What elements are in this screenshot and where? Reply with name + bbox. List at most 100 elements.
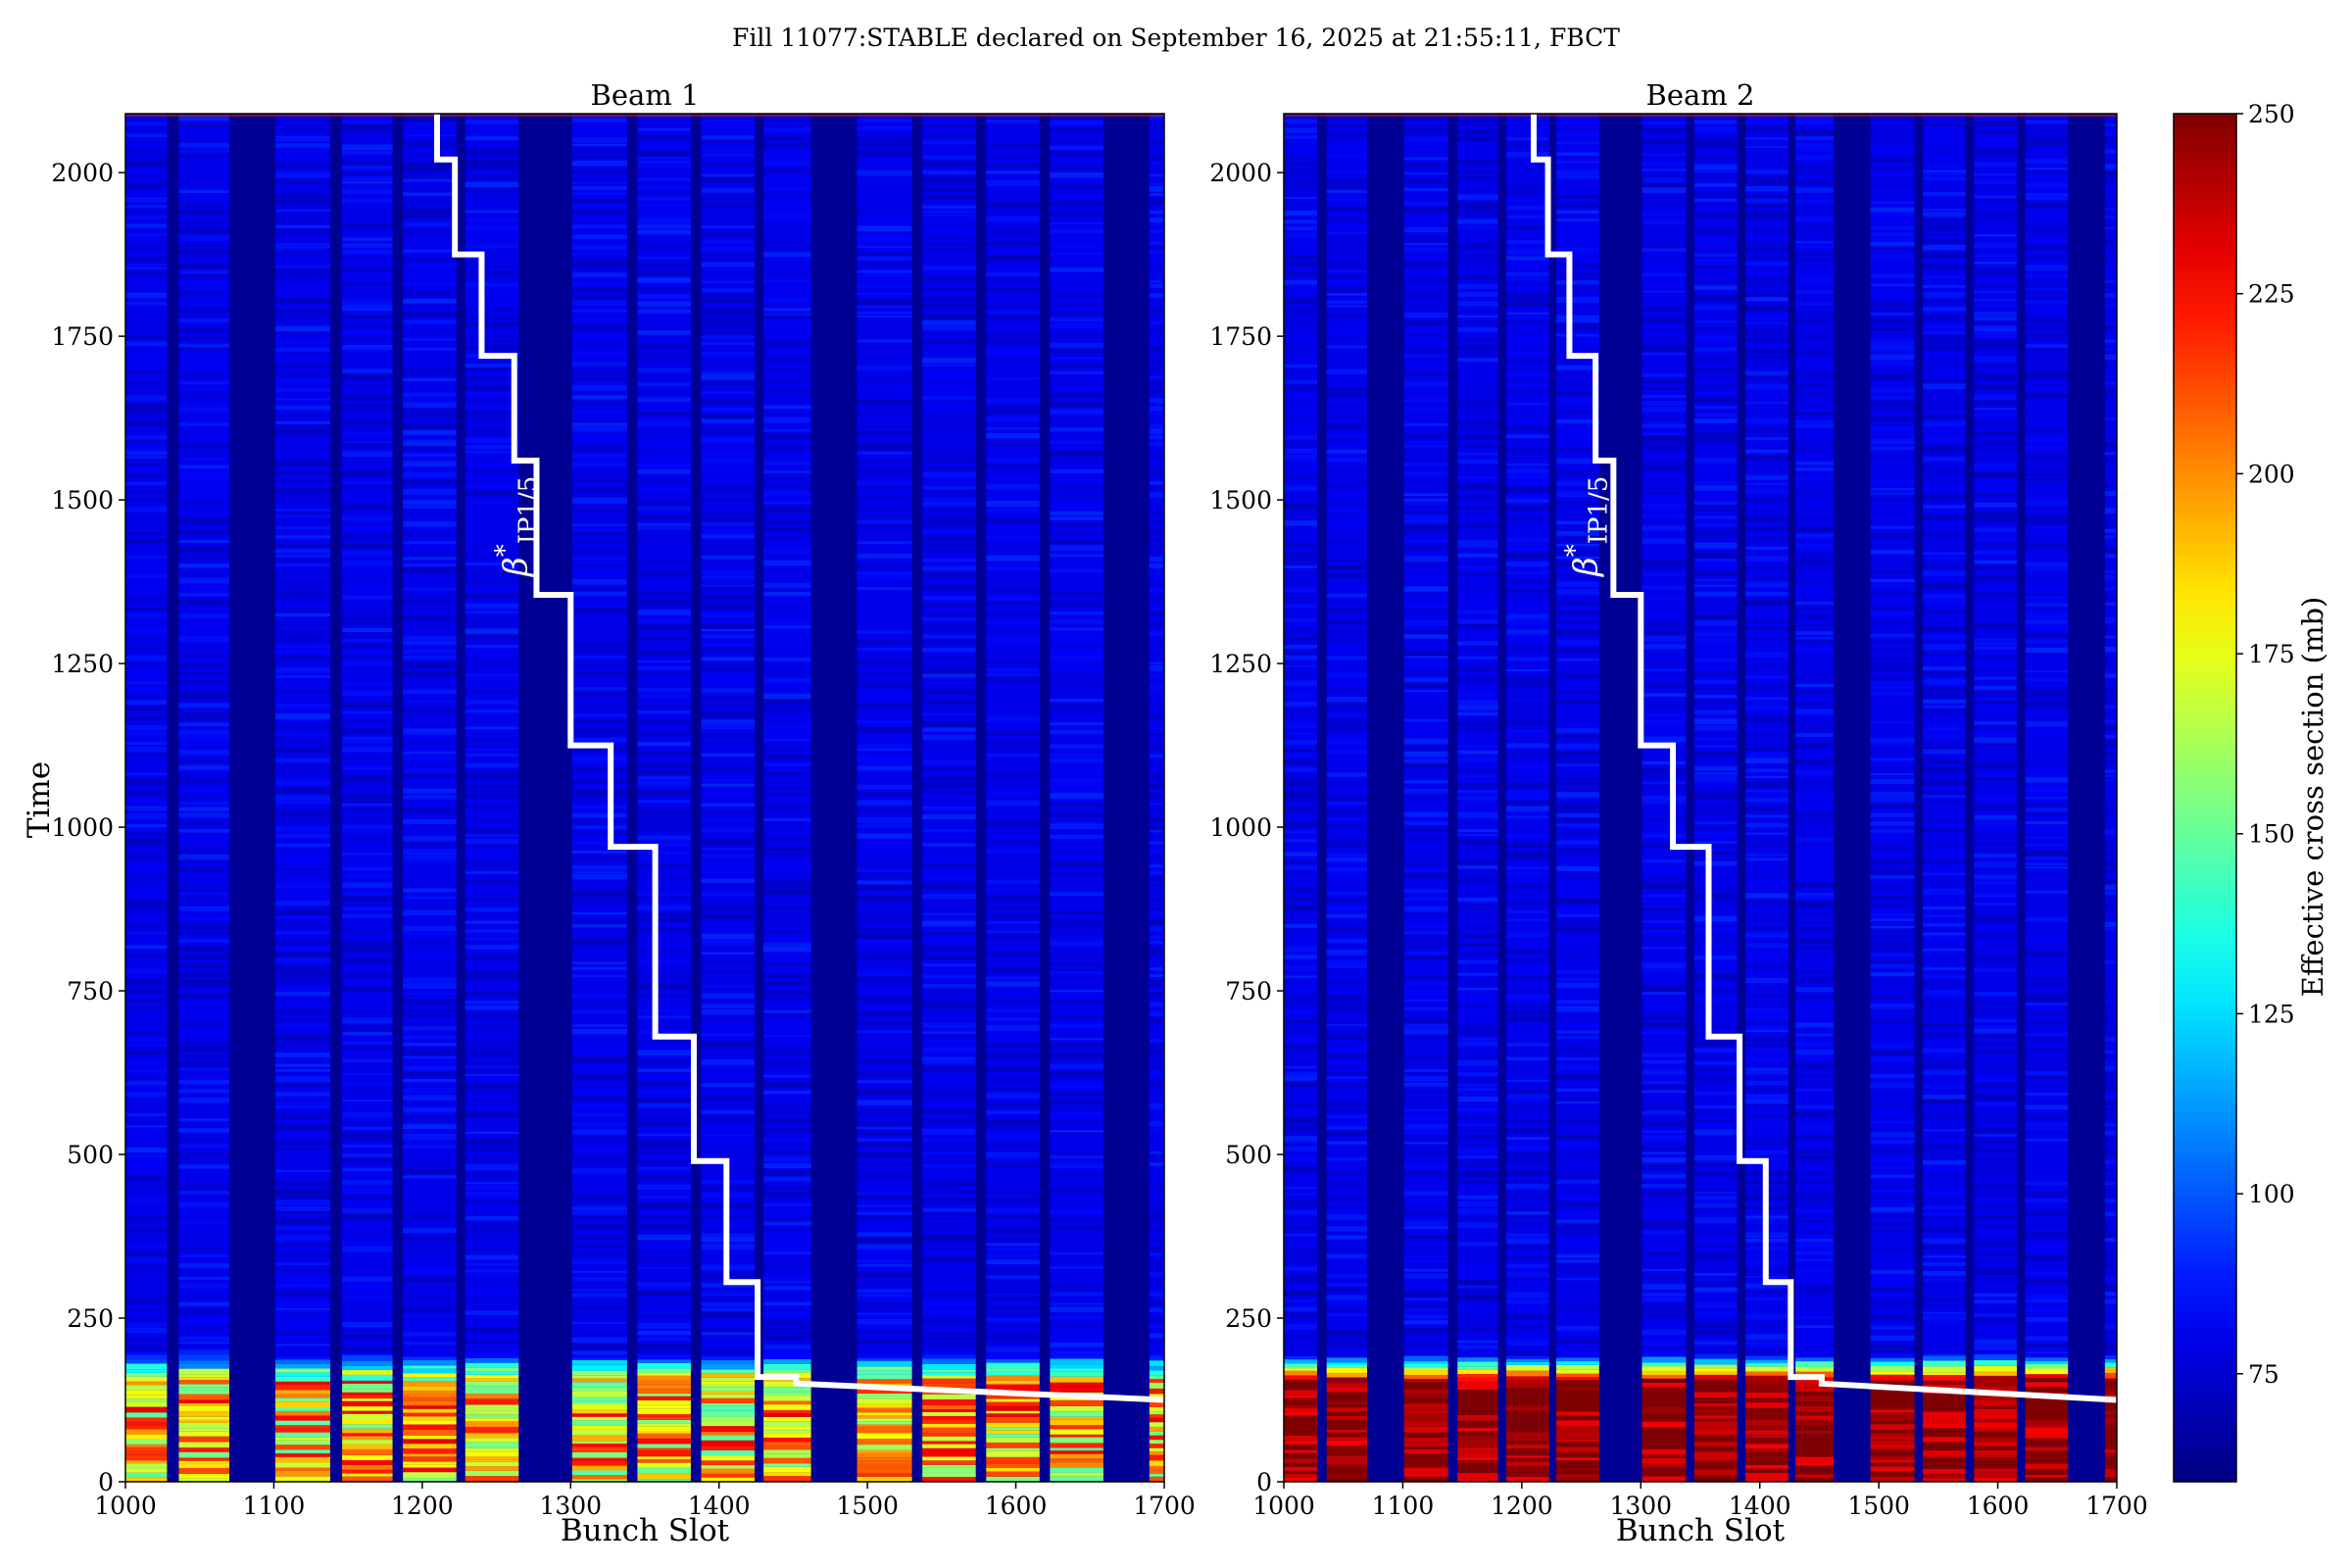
heatmap-cell: [1642, 1097, 1687, 1102]
heatmap-cell: [342, 1454, 393, 1461]
heatmap-cell: [1284, 821, 1317, 828]
heatmap-cell: [125, 1376, 168, 1382]
heatmap-cell: [403, 1391, 457, 1395]
heatmap-cell: [178, 1326, 229, 1331]
heatmap-cell: [922, 1250, 976, 1253]
heatmap-cell: [465, 1333, 519, 1339]
heatmap-cell: [637, 190, 691, 196]
heatmap-cell: [1403, 854, 1448, 858]
heatmap-cell: [857, 985, 912, 992]
heatmap-cell: [1556, 1196, 1599, 1200]
heatmap-cell: [1149, 114, 1164, 120]
heatmap-cell: [1693, 1329, 1738, 1336]
heatmap-cell: [178, 444, 229, 449]
heatmap-cell: [178, 1428, 229, 1432]
heatmap-cell: [1050, 990, 1103, 993]
heatmap-cell: [571, 395, 627, 400]
heatmap-cell: [342, 373, 393, 380]
heatmap-cell: [178, 475, 229, 481]
heatmap-cell: [763, 836, 811, 841]
heatmap-cell: [465, 1077, 519, 1082]
heatmap-cell: [1693, 1022, 1738, 1029]
heatmap-cell: [571, 1244, 627, 1249]
heatmap-cell: [637, 150, 691, 157]
heatmap-cell: [857, 1335, 912, 1338]
heatmap-cell: [342, 1167, 393, 1172]
heatmap-cell: [465, 734, 519, 738]
heatmap-cell: [571, 1121, 627, 1126]
heatmap-cell: [1149, 887, 1164, 893]
heatmap-cell: [1556, 812, 1599, 818]
heatmap-cell: [1326, 1165, 1367, 1169]
heatmap-cell: [465, 603, 519, 610]
heatmap-cell: [1457, 1009, 1498, 1015]
heatmap-cell: [125, 1031, 168, 1036]
heatmap-cell: [1457, 1256, 1498, 1261]
heatmap-cell: [1403, 1351, 1448, 1355]
heatmap-cell: [1403, 944, 1448, 949]
heatmap-cell: [1693, 367, 1738, 372]
heatmap-cell: [1403, 416, 1448, 421]
heatmap-cell: [1745, 1029, 1788, 1032]
heatmap-cell: [637, 1447, 691, 1451]
heatmap-cell: [986, 1169, 1040, 1173]
heatmap-cell: [701, 570, 756, 575]
heatmap-cell: [1506, 613, 1549, 619]
heatmap-cell: [1693, 335, 1738, 341]
heatmap-cell: [922, 481, 976, 485]
heatmap-cell: [1284, 760, 1317, 765]
heatmap-cell: [1050, 1256, 1103, 1261]
heatmap-cell: [403, 1197, 457, 1202]
heatmap-cell: [763, 1446, 811, 1450]
heatmap-cell: [465, 1131, 519, 1135]
heatmap-cell: [1506, 319, 1549, 324]
heatmap-cell: [763, 942, 811, 946]
heatmap-cell: [763, 1301, 811, 1306]
heatmap-cell: [1457, 209, 1498, 215]
heatmap-cell: [1693, 501, 1738, 506]
heatmap-cell: [637, 531, 691, 536]
beam2-train-4: [1506, 114, 1549, 1482]
heatmap-cell: [922, 871, 976, 878]
heatmap-cell: [1693, 1259, 1738, 1265]
heatmap-cell: [274, 1323, 330, 1326]
heatmap-cell: [274, 564, 330, 567]
heatmap-cell: [1403, 364, 1448, 367]
heatmap-cell: [1326, 1003, 1367, 1009]
heatmap-cell: [465, 445, 519, 449]
heatmap-cell: [1642, 1410, 1687, 1414]
heatmap-cell: [1693, 812, 1738, 817]
heatmap-cell: [1149, 1134, 1164, 1139]
heatmap-cell: [857, 580, 912, 587]
heatmap-cell: [986, 1185, 1040, 1188]
heatmap-cell: [465, 1418, 519, 1422]
heatmap-cell: [922, 1333, 976, 1336]
heatmap-cell: [637, 301, 691, 308]
heatmap-cell: [178, 162, 229, 169]
heatmap-cell: [178, 291, 229, 295]
heatmap-cell: [1403, 1259, 1448, 1263]
heatmap-cell: [857, 1289, 912, 1294]
heatmap-cell: [1506, 851, 1549, 856]
heatmap-cell: [1506, 878, 1549, 883]
heatmap-cell: [342, 654, 393, 660]
heatmap-cell: [1693, 183, 1738, 187]
heatmap-cell: [986, 1442, 1040, 1448]
heatmap-cell: [1457, 540, 1498, 543]
heatmap-cell: [701, 657, 756, 662]
heatmap-cell: [571, 1370, 627, 1376]
x-tick-label: 1400: [688, 1492, 751, 1520]
heatmap-cell: [274, 1104, 330, 1109]
heatmap-cell: [1642, 1427, 1687, 1433]
heatmap-cell: [274, 1356, 330, 1360]
heatmap-cell: [857, 913, 912, 918]
heatmap-cell: [1693, 227, 1738, 233]
heatmap-cell: [342, 300, 393, 306]
heatmap-cell: [857, 1196, 912, 1200]
heatmap-cell: [857, 817, 912, 823]
heatmap-cell: [1403, 1220, 1448, 1226]
heatmap-cell: [1457, 160, 1498, 166]
heatmap-cell: [1457, 796, 1498, 802]
heatmap-cell: [1556, 969, 1599, 974]
heatmap-cell: [1457, 244, 1498, 250]
